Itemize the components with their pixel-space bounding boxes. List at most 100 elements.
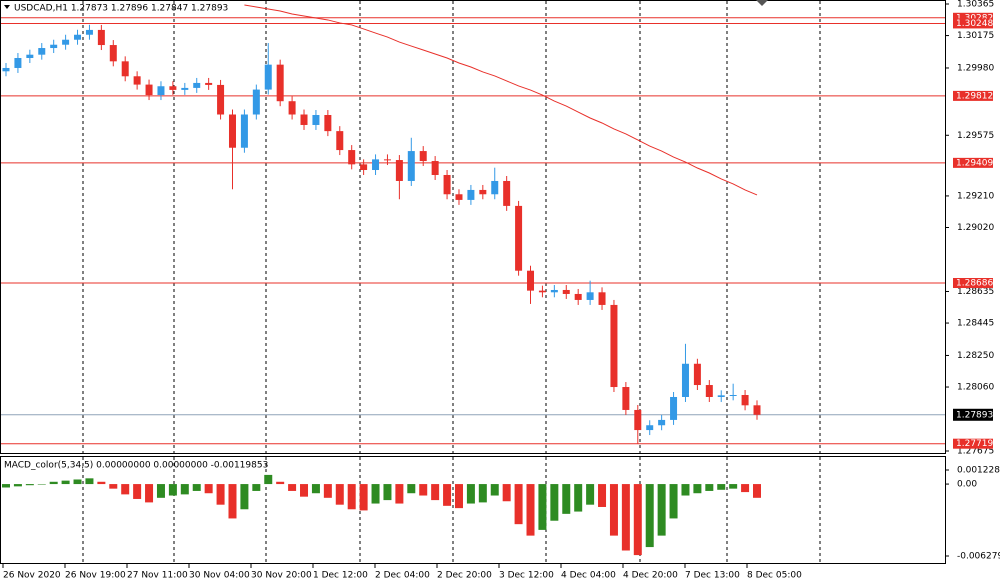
candle-body (431, 161, 439, 175)
macd-bar (13, 484, 22, 487)
y-tick-label: 1.29020 (957, 223, 994, 233)
macd-bar (741, 484, 750, 493)
x-tick-label: 8 Dec 05:00 (747, 571, 802, 581)
macd-bar (681, 484, 690, 496)
candle-body (479, 189, 487, 195)
shift-marker (756, 0, 768, 6)
macd-bar (502, 484, 511, 502)
macd-bar (61, 480, 70, 485)
macd-bar (490, 484, 499, 496)
candle-body (2, 67, 10, 72)
candle-body (240, 114, 248, 148)
macd-bar (621, 484, 630, 551)
candle-body (586, 292, 594, 300)
macd-bar (598, 484, 607, 507)
candle-body (550, 289, 558, 293)
candle-body (658, 419, 666, 426)
candle-body (693, 363, 701, 386)
candle-body (717, 395, 725, 397)
macd-bar (121, 484, 130, 495)
x-tick-label: 7 Dec 13:00 (685, 571, 740, 581)
candle-body (610, 304, 618, 388)
candle-body (538, 290, 546, 293)
y-tick-label: 1.29575 (957, 131, 994, 141)
macd-bar (85, 478, 94, 485)
macd-bar (371, 484, 380, 504)
x-tick-label: 1 Dec 12:00 (313, 571, 368, 581)
macd-bar (383, 484, 392, 501)
macd-bar (419, 484, 428, 496)
macd-bar (657, 484, 666, 536)
macd-bar (729, 484, 738, 489)
candle-body (97, 29, 105, 46)
macd-bar (586, 484, 595, 505)
candle-body (598, 292, 606, 305)
indicator-frame (0, 456, 946, 564)
macd-bar (514, 484, 523, 525)
candle-body (276, 64, 284, 102)
macd-bar (252, 484, 261, 491)
x-tick-label: 4 Dec 04:00 (561, 571, 616, 581)
candle-body (646, 425, 654, 431)
macd-bar (323, 484, 332, 498)
macd-bar (73, 479, 82, 485)
candle-body (360, 164, 368, 171)
candle-body (574, 293, 582, 300)
level-label: 1.29812 (956, 91, 993, 101)
candle-body (312, 115, 320, 125)
candle-body (121, 61, 129, 77)
candle-body (670, 396, 678, 420)
candle-body (169, 86, 177, 90)
last-price-tag (953, 408, 993, 421)
x-tick-label: 4 Dec 20:00 (623, 571, 678, 581)
y-tick-label: 1.30365 (957, 0, 994, 10)
macd-bar (574, 484, 583, 512)
x-tick-label: 2 Dec 04:00 (375, 571, 430, 581)
macd-bar (264, 474, 273, 485)
macd-bar (2, 484, 10, 488)
macd-bar (753, 484, 761, 498)
macd-bar (705, 484, 714, 491)
macd-bar (240, 484, 249, 510)
macd-bar (49, 481, 58, 485)
macd-bar (466, 484, 475, 504)
candle-body (62, 39, 70, 45)
candle-body (264, 64, 272, 90)
macd-bar (693, 484, 702, 494)
macd-bar (431, 484, 440, 501)
candle-body (467, 189, 475, 200)
y-tick-label: 1.29980 (957, 63, 994, 73)
x-tick-label: 3 Dec 12:00 (499, 571, 554, 581)
macd-bar (300, 484, 309, 497)
y-tick-label: 1.28060 (957, 383, 994, 393)
macd-bar (216, 484, 225, 505)
level-tag (953, 157, 993, 168)
candle-body (336, 131, 344, 151)
chart-title: USDCAD,H1 1.27873 1.27896 1.27847 1.2789… (14, 4, 228, 14)
candle-body (348, 150, 356, 165)
macd-bar (97, 481, 106, 485)
x-tick-label: 27 Nov 11:00 (127, 571, 188, 581)
macd-bar (347, 484, 356, 510)
x-tick-label: 26 Nov 2020 (3, 571, 61, 581)
macd-bar (669, 484, 678, 519)
candle-body (407, 151, 415, 181)
candle-body (205, 82, 213, 85)
macd-bar (443, 484, 452, 506)
menu-arrow[interactable] (4, 5, 10, 9)
level-label: 1.30282 (956, 13, 993, 23)
x-tick-label: 26 Nov 19:00 (65, 571, 126, 581)
y-tick-label: 1.29210 (957, 191, 994, 201)
candle-body (562, 289, 570, 294)
macd-bar (478, 484, 487, 503)
candle-body (14, 58, 22, 68)
candle-body (729, 395, 737, 397)
candle-body (527, 270, 535, 291)
candle-body (503, 180, 511, 206)
level-label: 1.28686 (956, 279, 993, 289)
macd-bar (288, 484, 297, 491)
candle-body (217, 84, 225, 115)
macd-bar (192, 484, 201, 491)
level-tag (953, 12, 993, 23)
macd-bar (335, 484, 344, 505)
